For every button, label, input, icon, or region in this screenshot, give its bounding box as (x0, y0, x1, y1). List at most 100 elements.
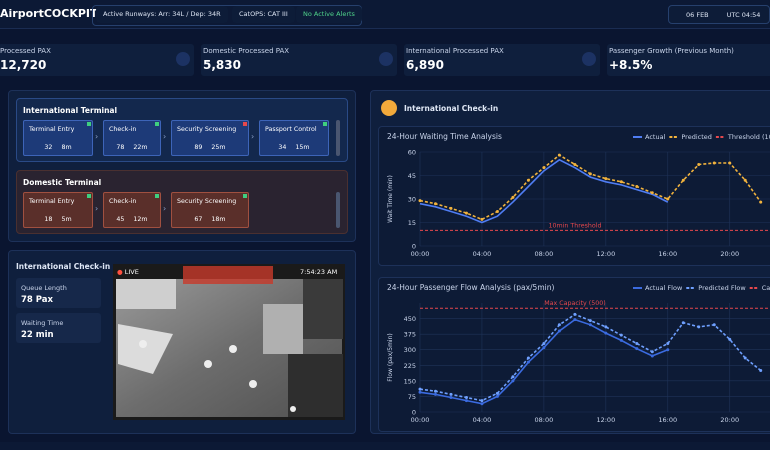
threshold-label: Max Capacity (500) (544, 300, 605, 307)
wait-label: Waiting Time (21, 319, 64, 327)
wait-card: Waiting Time 22 min (16, 313, 101, 343)
status-dot (323, 122, 327, 126)
kpi-label: Passenger Growth (Previous Month) (609, 47, 734, 55)
series-marker (511, 379, 515, 383)
series-marker (542, 346, 546, 350)
series-marker (650, 350, 654, 354)
kpi-card: Passenger Growth (Previous Month) +8.5% (607, 44, 770, 76)
series-marker (604, 177, 608, 181)
kpi-card: Domestic Processed PAX 5,830 (201, 44, 397, 76)
series-marker (449, 206, 453, 210)
legend-label: Predicted Flow (698, 284, 746, 292)
node-stats: 67 18m (172, 216, 248, 223)
node-stats: 32 8m (24, 144, 92, 151)
series-line (419, 154, 762, 221)
legend-label: Capacity (500) (762, 284, 770, 292)
x-tick-label: 08:00 (535, 416, 554, 424)
series-marker (712, 161, 716, 165)
node-wait: 25m (211, 144, 226, 151)
flow-arrow: › (163, 204, 167, 213)
series-marker (433, 389, 437, 393)
date: 06 FEB (686, 11, 709, 19)
legend-label: Actual Flow (645, 284, 683, 292)
series-marker (666, 197, 670, 201)
node-pax: 34 (278, 144, 287, 151)
series-marker (495, 394, 499, 398)
x-tick-label: 00:00 (411, 250, 430, 258)
node-stats: 34 15m (260, 144, 328, 151)
status-dot (87, 122, 91, 126)
kpi-label: Domestic Processed PAX (203, 47, 290, 55)
utc-label: UTC (726, 11, 740, 19)
node-stats: 78 22m (104, 144, 160, 151)
runways-text: Active Runways: Arr: 34L / Dep: 34R (103, 10, 221, 18)
node-pax: 67 (194, 216, 203, 223)
x-tick-label: 16:00 (658, 416, 677, 424)
process-node: Terminal Entry 18 5m (23, 192, 93, 228)
node-name: Check-in (109, 126, 137, 133)
kpi-card: International Processed PAX 6,890 (404, 44, 600, 76)
series-marker (619, 333, 623, 337)
chart-box (378, 277, 770, 432)
process-node: Terminal Entry 32 8m (23, 120, 93, 156)
y-tick-label: 225 (404, 362, 416, 370)
chart-box (378, 126, 770, 266)
series-marker (495, 210, 499, 214)
analysis-icon (381, 100, 397, 116)
threshold-label: 10min Threshold (549, 222, 602, 229)
x-tick-label: 04:00 (473, 416, 492, 424)
catops: CatOPS: CAT III (232, 6, 295, 23)
alerts: No Active Alerts (296, 6, 362, 23)
wait-value: 22 min (21, 330, 54, 340)
runways: Active Runways: Arr: 34L / Dep: 34R (96, 6, 228, 23)
series-marker (573, 163, 577, 167)
series-marker (433, 392, 437, 396)
queue-label: Queue Length (21, 284, 67, 292)
series-marker (604, 331, 608, 335)
series-marker (557, 323, 561, 327)
series-marker (464, 211, 468, 215)
series-marker (743, 178, 747, 182)
y-tick-label: 30 (408, 196, 416, 204)
kpi-icon (176, 52, 190, 66)
legend-label: Predicted (681, 133, 712, 141)
utc-time: 04:54 (741, 11, 761, 19)
series-marker (495, 391, 499, 395)
status-dot (243, 122, 247, 126)
flow-arrow: › (251, 132, 255, 141)
process-node: Check-in 45 12m (103, 192, 161, 228)
live-text: LIVE (124, 268, 139, 276)
series-marker (681, 321, 685, 325)
kpi-card: Processed PAX 12,720 (0, 44, 194, 76)
kpi-value: 5,830 (203, 58, 241, 72)
series-marker (557, 153, 561, 157)
series-line (419, 313, 762, 402)
series-marker (712, 323, 716, 327)
camera-feed (113, 264, 345, 420)
queue-value: 78 Pax (21, 295, 54, 305)
series-marker (635, 184, 639, 188)
kpi-value: 12,720 (0, 58, 47, 72)
y-tick-label: 0 (412, 409, 416, 417)
series-marker (604, 325, 608, 329)
x-tick-label: 20:00 (720, 416, 739, 424)
y-axis-label: Flow (pax/5min) (387, 333, 394, 381)
brand: AirportCOCKPIT (0, 7, 98, 20)
node-wait: 22m (133, 144, 148, 151)
series-marker (759, 200, 763, 204)
flow-arrow: › (95, 204, 99, 213)
node-name: Passport Control (265, 126, 317, 133)
series-marker (650, 354, 654, 358)
series-marker (511, 195, 515, 199)
series-marker (449, 392, 453, 396)
terminal-title: Domestic Terminal (23, 178, 102, 187)
checkin-title: International Check-in (16, 262, 111, 271)
flow-arrow: › (95, 132, 99, 141)
y-axis-label: Wait Time (min) (387, 175, 394, 223)
series-marker (418, 387, 422, 391)
node-wait: 12m (133, 216, 148, 223)
series-marker (666, 341, 670, 345)
series-marker (464, 395, 468, 399)
scrollbar (336, 192, 340, 228)
series-marker (635, 347, 639, 351)
